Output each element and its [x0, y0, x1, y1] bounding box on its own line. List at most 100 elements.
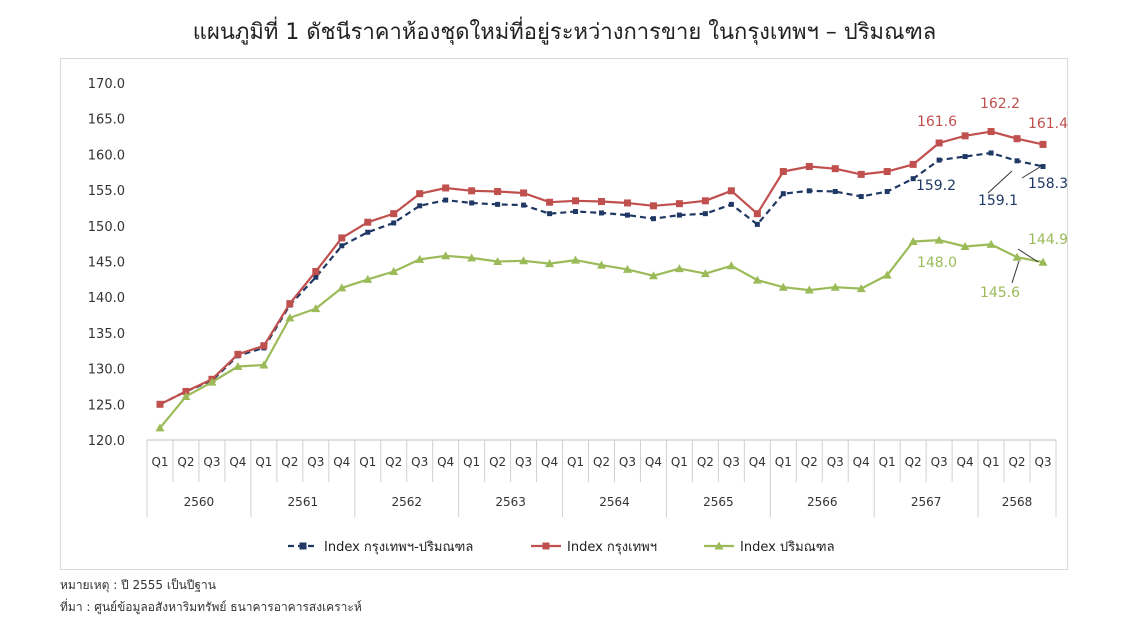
x-tick-label: Q3 [411, 455, 428, 469]
data-label: 159.1 [978, 193, 1018, 209]
x-tick-label: Q3 [515, 455, 532, 469]
series-vicinity-marker [545, 259, 555, 268]
series-vicinity-marker [856, 284, 866, 293]
remark-note: หมายเหตุ : ปี 2555 เป็นปีฐาน [60, 578, 216, 592]
y-tick-label: 170.0 [88, 77, 125, 92]
x-tick-label: Q4 [333, 455, 350, 469]
series-bkk-marker [909, 160, 917, 168]
series-bkk-marker [260, 342, 268, 350]
series-bkk-marker [857, 170, 865, 178]
series-bkk-marker [312, 267, 320, 275]
series-bkk-marker [961, 132, 969, 140]
series-bkk-marker [234, 350, 242, 358]
x-tick-label: Q1 [983, 455, 1000, 469]
x-tick-label: Q4 [957, 455, 974, 469]
year-label: 2564 [599, 495, 630, 509]
series-bmr-marker [313, 274, 319, 280]
series-bkk-marker [468, 187, 476, 195]
legend-swatch-marker [542, 542, 550, 550]
series-vicinity-marker [441, 251, 451, 260]
series-bmr-marker [728, 201, 734, 207]
series-bkk-marker [156, 400, 164, 408]
series-bmr-marker [521, 202, 527, 208]
y-tick-label: 165.0 [88, 113, 125, 128]
series-bkk-marker [805, 163, 813, 171]
x-tick-label: Q1 [359, 455, 376, 469]
x-tick-label: Q4 [541, 455, 558, 469]
series-bmr-marker [573, 209, 579, 215]
series-vicinity-marker [648, 271, 658, 280]
legend-label: Index กรุงเทพฯ-ปริมณฑล [324, 540, 473, 555]
series-vicinity-marker [233, 361, 243, 370]
series-vicinity-marker [597, 260, 606, 269]
series-bmr-marker [936, 157, 942, 163]
series-bkk-marker [182, 387, 190, 395]
series-bkk-marker [390, 210, 398, 218]
x-tick-label: Q4 [853, 455, 870, 469]
series-bmr-marker [339, 243, 345, 249]
y-tick-label: 140.0 [88, 291, 125, 306]
series-vicinity-marker [519, 256, 529, 265]
series-bmr-marker [599, 210, 604, 216]
data-label-leader [1017, 248, 1039, 263]
data-label-leader [1021, 166, 1041, 179]
series-bmr-marker [884, 189, 890, 195]
data-label-leader [987, 170, 1013, 194]
year-label: 2566 [807, 495, 838, 509]
series-bmr-marker [417, 203, 423, 209]
y-tick-label: 145.0 [88, 256, 125, 271]
x-tick-label: Q2 [593, 455, 610, 469]
series-bmr-marker [624, 212, 630, 218]
y-tick-label: 160.0 [88, 148, 125, 163]
data-label: 161.6 [917, 114, 957, 130]
series-bmr-marker [754, 221, 760, 227]
x-tick-label: Q4 [437, 455, 454, 469]
legend-swatch-marker [714, 541, 724, 550]
series-bmr-marker [391, 220, 397, 226]
year-label: 2562 [391, 495, 422, 509]
x-tick-label: Q2 [1008, 455, 1025, 469]
series-vicinity-marker [389, 266, 399, 275]
series-vicinity-marker [882, 270, 892, 279]
series-vicinity-marker [285, 313, 295, 322]
series-bkk-marker [935, 139, 943, 147]
series-bmr-marker [495, 201, 501, 207]
series-bkk-marker [494, 188, 502, 196]
x-tick-label: Q4 [645, 455, 662, 469]
series-bkk-marker [520, 189, 528, 197]
data-label: 162.2 [980, 96, 1020, 112]
x-tick-label: Q3 [307, 455, 324, 469]
x-tick-label: Q2 [801, 455, 818, 469]
data-label: 148.0 [917, 255, 957, 271]
series-vicinity-marker [311, 304, 321, 313]
series-vicinity-marker [804, 285, 814, 294]
y-tick-label: 120.0 [88, 434, 125, 449]
series-vicinity-marker [674, 264, 684, 273]
series-bmr-marker [469, 200, 475, 206]
legend-label: Index ปริมณฑล [740, 540, 835, 555]
series-bmr-marker [832, 189, 838, 195]
series-vicinity-marker [622, 264, 632, 273]
series-vicinity-marker [960, 242, 970, 251]
series-vicinity-marker [1038, 257, 1048, 266]
series-vicinity-marker [337, 283, 347, 292]
x-tick-label: Q2 [905, 455, 922, 469]
series-vicinity-marker [986, 239, 996, 248]
x-tick-label: Q1 [463, 455, 480, 469]
series-vicinity-marker [908, 237, 918, 246]
x-tick-label: Q2 [281, 455, 298, 469]
series-bkk-marker [546, 198, 554, 206]
series-vicinity-marker [207, 377, 217, 386]
year-label: 2568 [1002, 495, 1033, 509]
series-bmr-marker [676, 212, 682, 218]
series-vicinity-marker [493, 257, 503, 265]
series-vicinity-marker [571, 255, 581, 264]
series-bmr-marker [858, 194, 864, 200]
series-bmr-line [159, 151, 1044, 406]
y-tick-label: 155.0 [88, 184, 125, 199]
x-tick-label: Q1 [567, 455, 584, 469]
x-tick-label: Q4 [229, 455, 246, 469]
x-tick-label: Q3 [1034, 455, 1051, 469]
series-bkk-marker [987, 128, 995, 136]
series-bkk-marker [727, 187, 735, 195]
